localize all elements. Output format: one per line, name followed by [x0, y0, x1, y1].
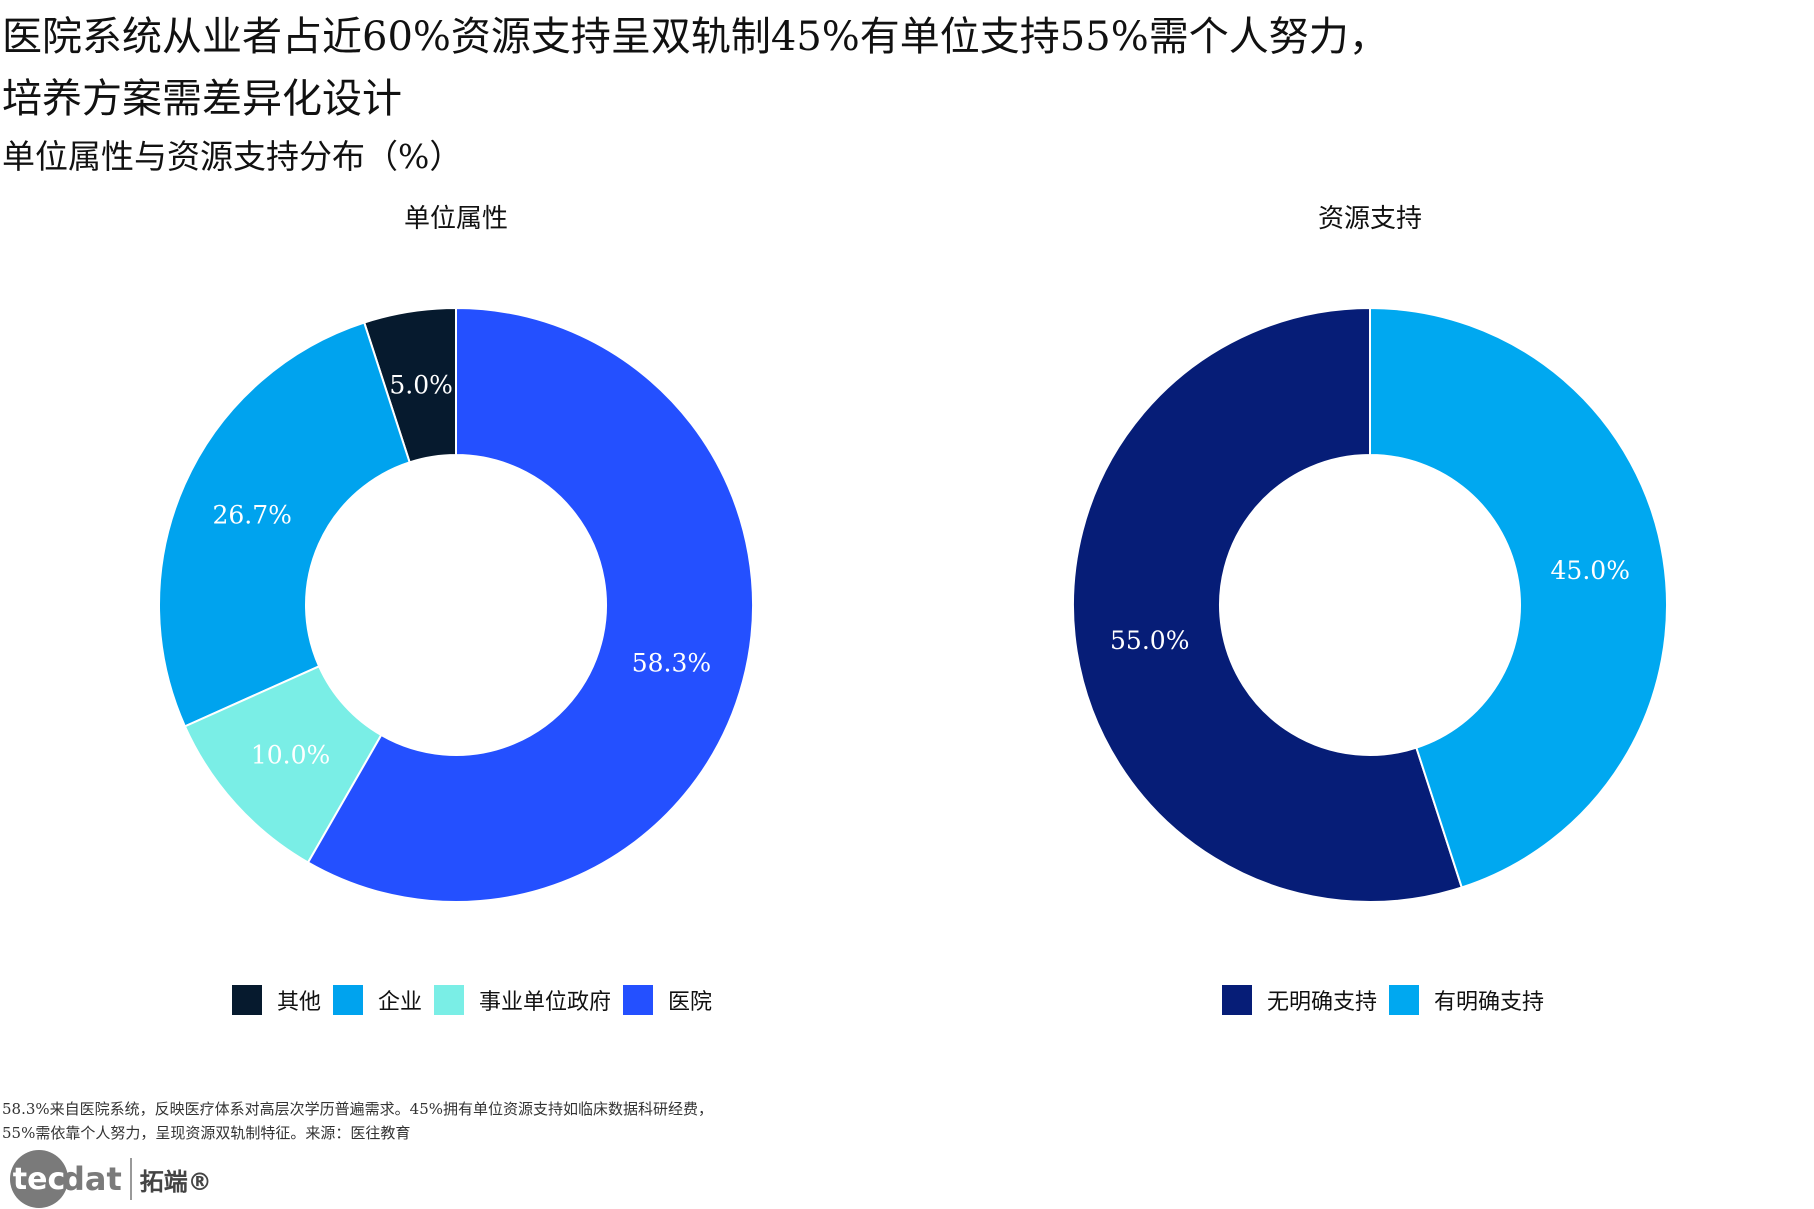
legend-unit-type: 其他 企业 事业单位政府 医院 [232, 984, 724, 1016]
logo-divider [129, 1158, 132, 1200]
legend-0-item-1: 企业 [333, 984, 422, 1016]
donut-0-slice-3 [306, 306, 754, 903]
legend-resource-support: 无明确支持 有明确支持 [1222, 984, 1556, 1016]
logo-text: dat [62, 1160, 122, 1198]
legend-0-label-1: 企业 [378, 990, 423, 1015]
donut-1-label-0: 55.0% [1110, 626, 1189, 655]
legend-1-swatch-1 [1389, 985, 1420, 1015]
logo-cn: 拓端® [139, 1167, 212, 1196]
donut-0-label-1: 26.7% [212, 501, 291, 530]
brand-logo: tec dat 拓端® [10, 1150, 212, 1208]
legend-0-label-3: 医院 [668, 990, 713, 1015]
footnote-line-1: 58.3%来自医院系统，反映医疗体系对高层次学历普遍需求。45%拥有单位资源支持… [2, 1100, 713, 1118]
legend-0-swatch-1 [333, 985, 364, 1015]
donut-1-label-1: 45.0% [1551, 556, 1630, 585]
title-line-2: 培养方案需差异化设计 [2, 76, 402, 122]
legend-0-item-3: 医院 [623, 984, 712, 1016]
title-line-1: 医院系统从业者占近60%资源支持呈双轨制45%有单位支持55%需个人努力， [2, 14, 1389, 60]
donut-1-slice-1 [1369, 306, 1668, 889]
donut-title-0: 单位属性 [404, 204, 508, 234]
donut-1-slice-0 [1072, 306, 1464, 903]
legend-1-item-1: 有明确支持 [1389, 984, 1544, 1016]
footnote: 58.3%来自医院系统，反映医疗体系对高层次学历普遍需求。45%拥有单位资源支持… [2, 1097, 713, 1145]
legend-1-label-1: 有明确支持 [1434, 990, 1545, 1015]
donut-0-label-0: 5.0% [389, 371, 453, 400]
chart-subtitle: 单位属性与资源支持分布（%） [2, 137, 463, 176]
legend-0-item-0: 其他 [232, 984, 321, 1016]
legend-1-label-0: 无明确支持 [1267, 990, 1378, 1015]
donut-0-label-3: 58.3% [632, 648, 711, 677]
footnote-line-2: 55%需依靠个人努力，呈现资源双轨制特征。来源：医往教育 [2, 1124, 411, 1142]
legend-1-item-0: 无明确支持 [1222, 984, 1377, 1016]
legend-0-label-0: 其他 [277, 990, 322, 1015]
legend-0-label-2: 事业单位政府 [479, 990, 612, 1015]
donut-0-label-2: 10.0% [251, 741, 330, 770]
legend-0-swatch-2 [434, 985, 465, 1015]
chart-title: 医院系统从业者占近60%资源支持呈双轨制45%有单位支持55%需个人努力， 培养… [2, 6, 1782, 130]
legend-1-swatch-0 [1222, 985, 1252, 1015]
legend-0-swatch-0 [232, 985, 262, 1015]
donut-title-1: 资源支持 [1318, 204, 1422, 234]
legend-0-item-2: 事业单位政府 [434, 984, 611, 1016]
logo-mark: tec [10, 1150, 68, 1208]
donut-0-slice-1 [158, 321, 411, 728]
legend-0-swatch-3 [623, 985, 654, 1015]
